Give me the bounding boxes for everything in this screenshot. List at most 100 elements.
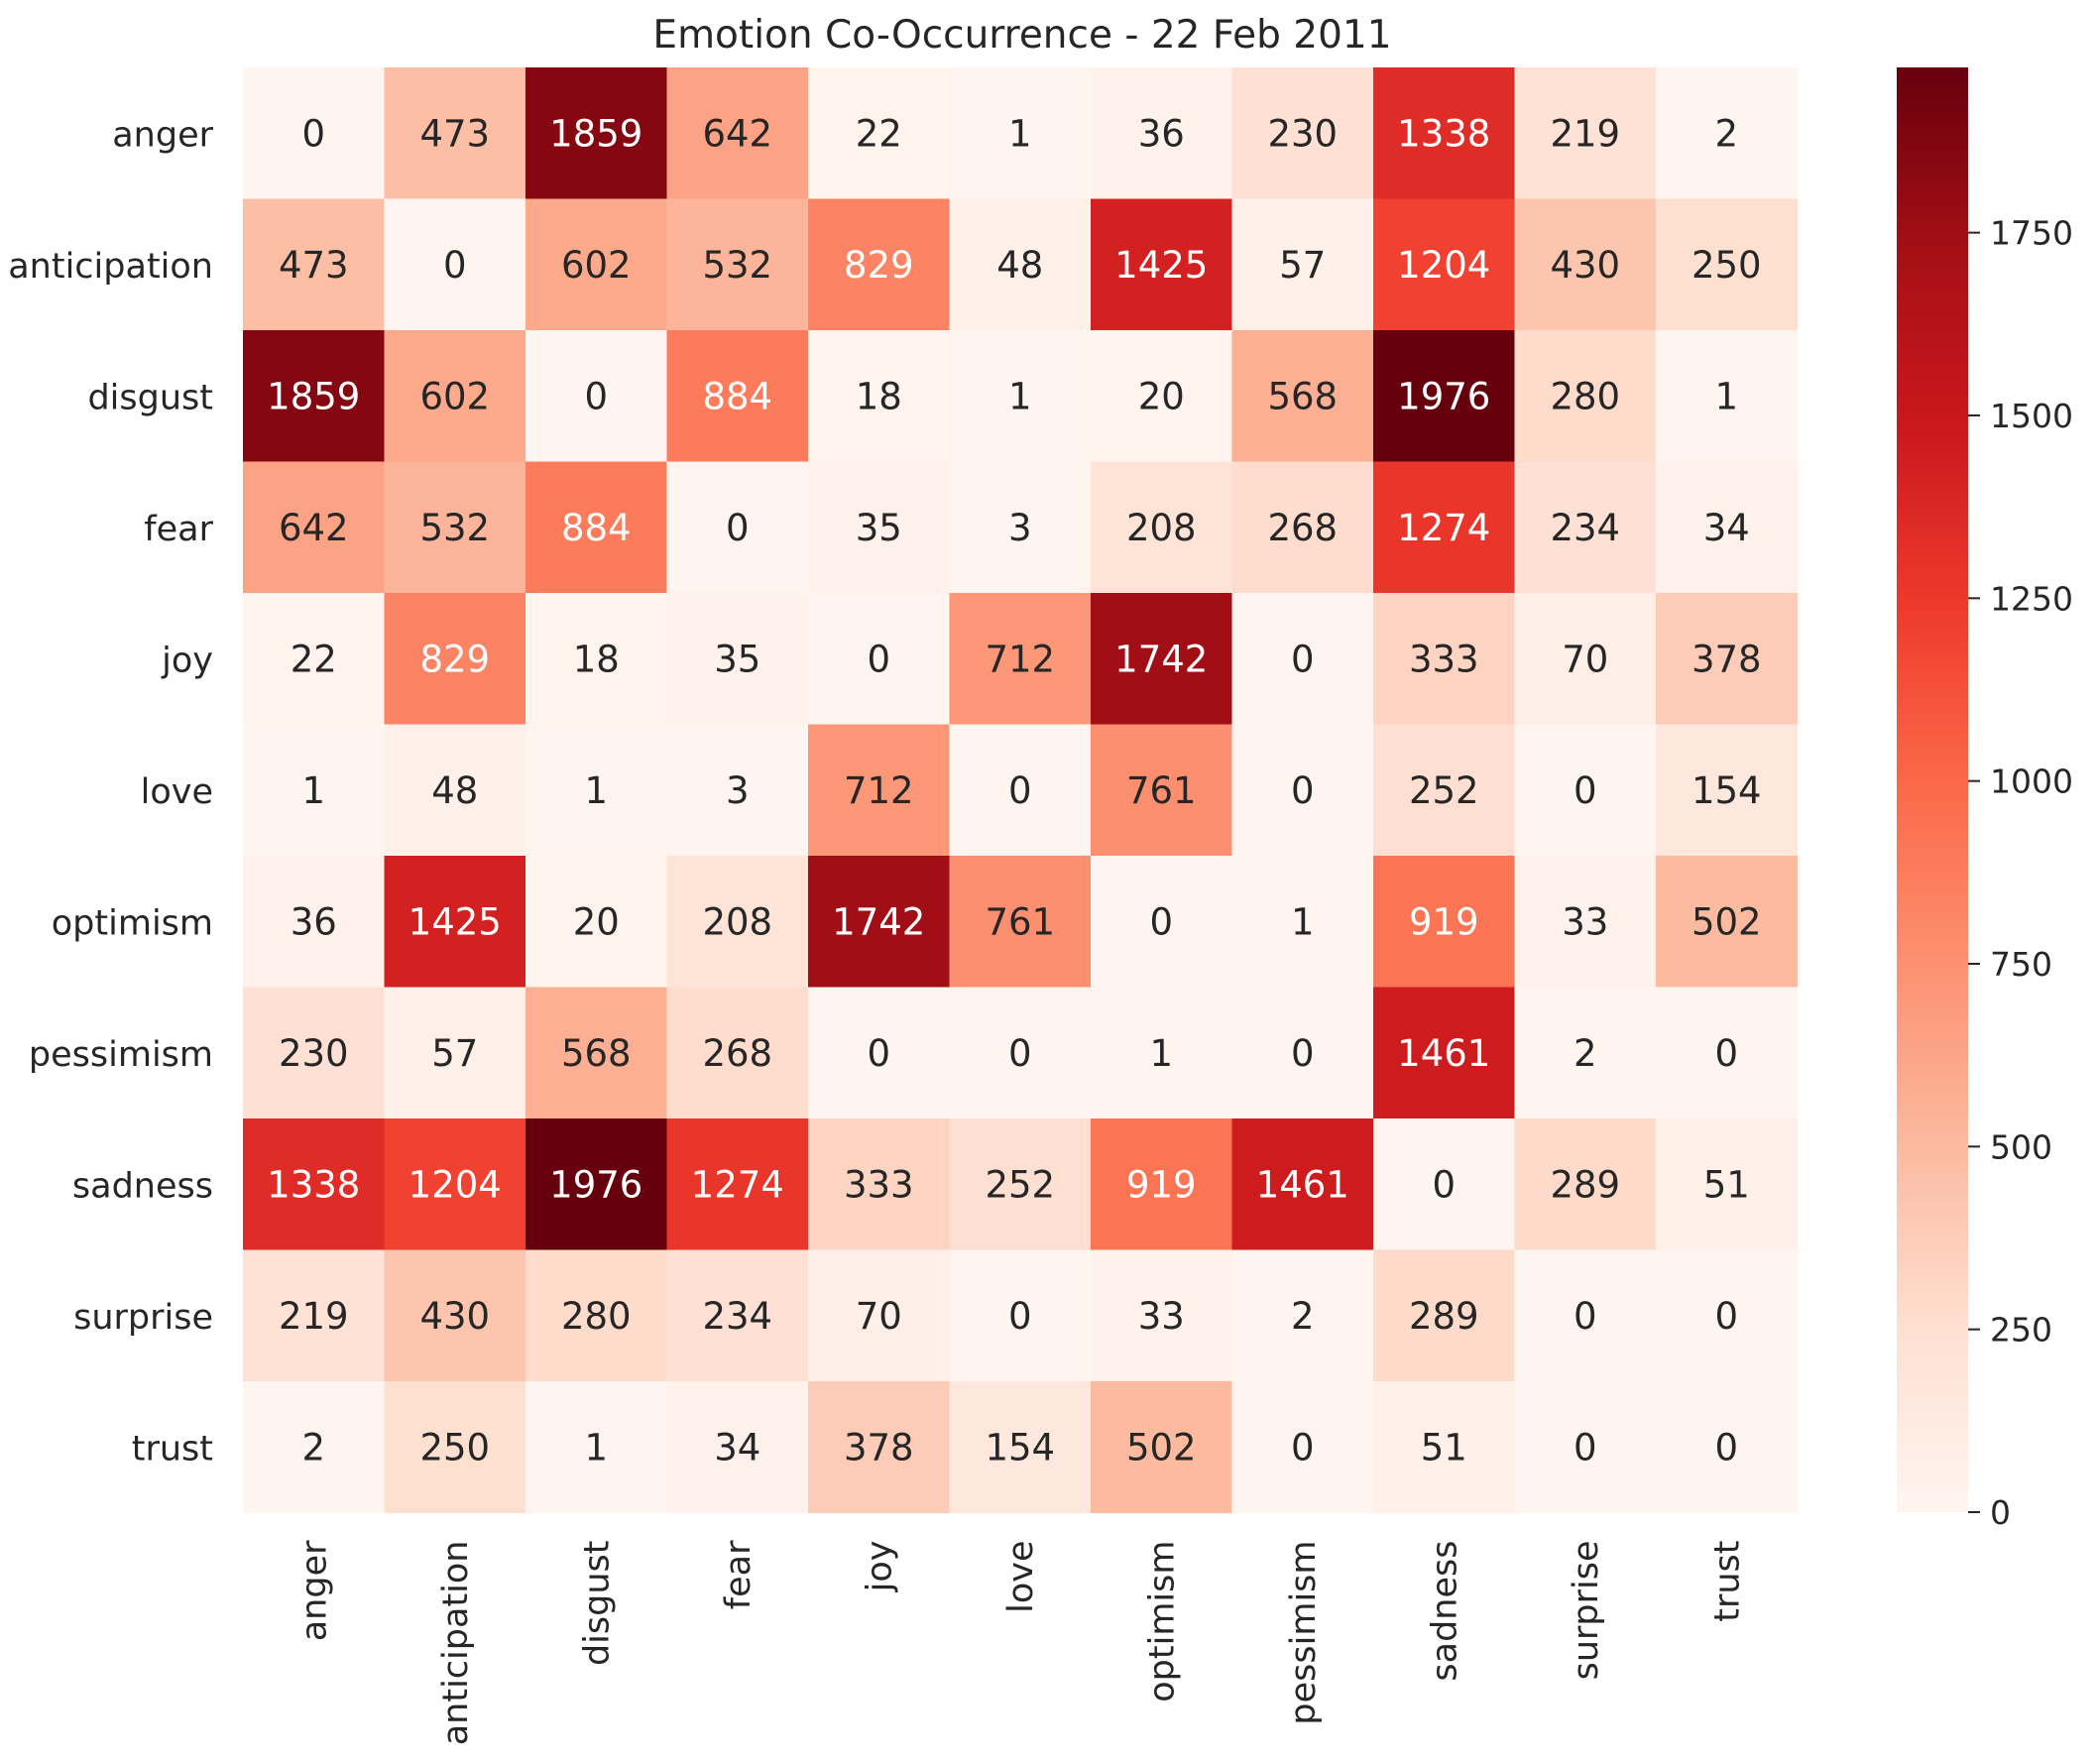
heatmap-cell-surprise-optimism	[1091, 1249, 1233, 1382]
cell-value-label: 33	[1138, 1295, 1185, 1338]
heatmap-cell-anger-disgust	[525, 67, 668, 200]
heatmap-cell-love-joy	[808, 724, 951, 857]
heatmap-cell-anger-anticipation	[384, 67, 526, 200]
cell-value-label: 280	[561, 1295, 632, 1338]
cell-value-label: 2	[301, 1426, 325, 1469]
column-label-disgust: disgust	[577, 1541, 617, 1667]
cell-value-label: 473	[279, 244, 349, 287]
cell-value-label: 252	[1409, 769, 1479, 812]
heatmap-cell-disgust-trust	[1656, 330, 1799, 463]
heatmap-cell-pessimism-surprise	[1514, 987, 1657, 1119]
heatmap-cell-optimism-fear	[666, 856, 809, 989]
column-label-sadness: sadness	[1425, 1541, 1464, 1682]
cell-value-label: 289	[1550, 1163, 1620, 1206]
row-label-fear: fear	[144, 510, 213, 549]
heatmap-cell-pessimism-love	[949, 987, 1092, 1119]
cell-value-label: 36	[1138, 112, 1185, 155]
heatmap-cell-pessimism-sadness	[1373, 987, 1516, 1119]
heatmap-cell-fear-surprise	[1514, 461, 1657, 594]
cell-value-label: 0	[1008, 1032, 1032, 1075]
cell-value-label: 1	[584, 769, 608, 812]
cell-value-label: 761	[985, 900, 1055, 943]
heatmap-cell-anticipation-disgust	[525, 198, 668, 331]
colorbar-tick-label: 1250	[1990, 579, 2073, 618]
cell-value-label: 502	[1691, 900, 1762, 943]
cell-value-label: 1859	[549, 112, 642, 155]
heatmap-cell-disgust-surprise	[1514, 330, 1657, 463]
heatmap-cell-surprise-sadness	[1373, 1249, 1516, 1382]
cell-value-label: 378	[1691, 638, 1762, 680]
heatmap-cell-fear-optimism	[1091, 461, 1233, 594]
cell-value-label: 34	[714, 1426, 760, 1469]
cell-value-label: 1	[1008, 112, 1032, 155]
cell-value-label: 1	[1714, 375, 1738, 417]
cell-value-label: 268	[1267, 507, 1338, 549]
cell-value-label: 0	[1714, 1032, 1738, 1075]
heatmap-cell-trust-anticipation	[384, 1381, 526, 1514]
heatmap-cell-anticipation-pessimism	[1231, 198, 1374, 331]
colorbar-tick-label: 0	[1990, 1493, 2011, 1532]
heatmap-cell-surprise-disgust	[525, 1249, 668, 1382]
cell-value-label: 333	[1409, 638, 1479, 680]
heatmap-cell-joy-trust	[1656, 593, 1799, 726]
cell-value-label: 0	[867, 1032, 890, 1075]
cell-value-label: 35	[856, 507, 902, 549]
column-label-fear: fear	[719, 1540, 758, 1609]
cell-value-label: 1461	[1397, 1032, 1490, 1075]
heatmap-cell-trust-pessimism	[1231, 1381, 1374, 1514]
cell-value-label: 1461	[1256, 1163, 1349, 1206]
row-label-pessimism: pessimism	[29, 1035, 213, 1075]
cell-value-label: 502	[1126, 1426, 1197, 1469]
cell-value-label: 0	[726, 507, 750, 549]
heatmap-cell-surprise-fear	[666, 1249, 809, 1382]
heatmap-cell-surprise-pessimism	[1231, 1249, 1374, 1382]
cell-value-label: 250	[419, 1426, 490, 1469]
heatmap-cell-love-fear	[666, 724, 809, 857]
row-label-anticipation: anticipation	[8, 247, 213, 287]
heatmap-cell-optimism-sadness	[1373, 856, 1516, 989]
row-label-sadness: sadness	[72, 1166, 213, 1206]
heatmap-cell-pessimism-disgust	[525, 987, 668, 1119]
cell-value-label: 568	[561, 1032, 632, 1075]
cell-value-label: 20	[573, 900, 620, 943]
heatmap-cell-anger-anger	[243, 67, 386, 200]
heatmap-cell-surprise-joy	[808, 1249, 951, 1382]
heatmap-cell-optimism-surprise	[1514, 856, 1657, 989]
heatmap-cell-love-pessimism	[1231, 724, 1374, 857]
cell-value-label: 289	[1409, 1295, 1479, 1338]
cell-value-label: 884	[702, 375, 772, 417]
heatmap-cell-love-trust	[1656, 724, 1799, 857]
heatmap-cell-optimism-disgust	[525, 856, 668, 989]
heatmap-cell-trust-joy	[808, 1381, 951, 1514]
heatmap-cell-disgust-love	[949, 330, 1092, 463]
cell-value-label: 829	[419, 638, 490, 680]
cell-value-label: 1	[301, 769, 325, 812]
heatmap-cell-trust-anger	[243, 1381, 386, 1514]
heatmap-cell-pessimism-trust	[1656, 987, 1799, 1119]
heatmap-cell-anger-pessimism	[1231, 67, 1374, 200]
cell-value-label: 219	[279, 1295, 349, 1338]
heatmap-cell-sadness-joy	[808, 1118, 951, 1251]
column-label-anticipation: anticipation	[436, 1541, 476, 1746]
cell-value-label: 1274	[1397, 507, 1490, 549]
cell-value-label: 1425	[1114, 244, 1208, 287]
cell-value-label: 919	[1126, 1163, 1197, 1206]
row-label-optimism: optimism	[52, 903, 213, 943]
heatmap-cell-surprise-surprise	[1514, 1249, 1657, 1382]
column-label-optimism: optimism	[1142, 1541, 1182, 1703]
heatmap-cell-optimism-joy	[808, 856, 951, 989]
cell-value-label: 1338	[1397, 112, 1490, 155]
heatmap-cell-sadness-pessimism	[1231, 1118, 1374, 1251]
cell-value-label: 1204	[1397, 244, 1490, 287]
heatmap-cell-fear-anger	[243, 461, 386, 594]
heatmap-cell-anger-surprise	[1514, 67, 1657, 200]
cell-value-label: 0	[1149, 900, 1173, 943]
heatmap-cell-anticipation-optimism	[1091, 198, 1233, 331]
heatmap-cell-surprise-anger	[243, 1249, 386, 1382]
cell-value-label: 1742	[832, 900, 925, 943]
heatmap-cell-sadness-anger	[243, 1118, 386, 1251]
cell-value-label: 250	[1691, 244, 1762, 287]
heatmap-cell-disgust-optimism	[1091, 330, 1233, 463]
heatmap-cell-pessimism-pessimism	[1231, 987, 1374, 1119]
cell-value-label: 18	[573, 638, 620, 680]
